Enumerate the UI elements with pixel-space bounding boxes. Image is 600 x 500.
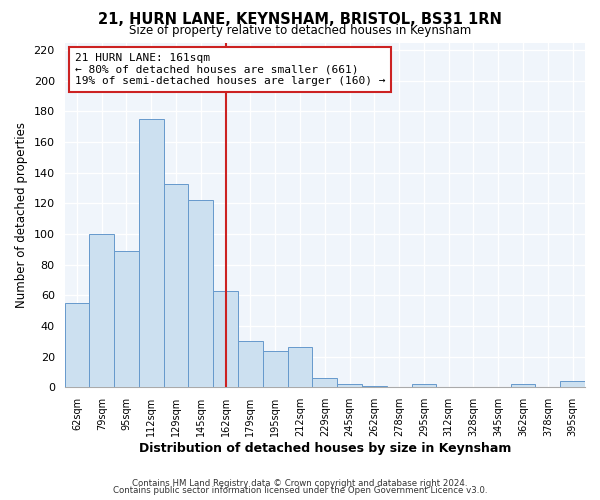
Bar bbox=[65, 303, 89, 388]
X-axis label: Distribution of detached houses by size in Keynsham: Distribution of detached houses by size … bbox=[139, 442, 511, 455]
Bar bbox=[337, 384, 362, 388]
Text: Size of property relative to detached houses in Keynsham: Size of property relative to detached ho… bbox=[129, 24, 471, 37]
Bar bbox=[238, 342, 263, 388]
Text: Contains public sector information licensed under the Open Government Licence v3: Contains public sector information licen… bbox=[113, 486, 487, 495]
Bar bbox=[560, 381, 585, 388]
Bar bbox=[114, 251, 139, 388]
Bar bbox=[412, 384, 436, 388]
Text: 21 HURN LANE: 161sqm
← 80% of detached houses are smaller (661)
19% of semi-deta: 21 HURN LANE: 161sqm ← 80% of detached h… bbox=[75, 53, 385, 86]
Bar bbox=[213, 291, 238, 388]
Text: 21, HURN LANE, KEYNSHAM, BRISTOL, BS31 1RN: 21, HURN LANE, KEYNSHAM, BRISTOL, BS31 1… bbox=[98, 12, 502, 28]
Bar bbox=[188, 200, 213, 388]
Bar bbox=[287, 348, 313, 388]
Bar bbox=[511, 384, 535, 388]
Text: Contains HM Land Registry data © Crown copyright and database right 2024.: Contains HM Land Registry data © Crown c… bbox=[132, 478, 468, 488]
Bar bbox=[263, 350, 287, 388]
Y-axis label: Number of detached properties: Number of detached properties bbox=[15, 122, 28, 308]
Bar bbox=[164, 184, 188, 388]
Bar bbox=[89, 234, 114, 388]
Bar bbox=[139, 119, 164, 388]
Bar bbox=[362, 386, 387, 388]
Bar bbox=[313, 378, 337, 388]
